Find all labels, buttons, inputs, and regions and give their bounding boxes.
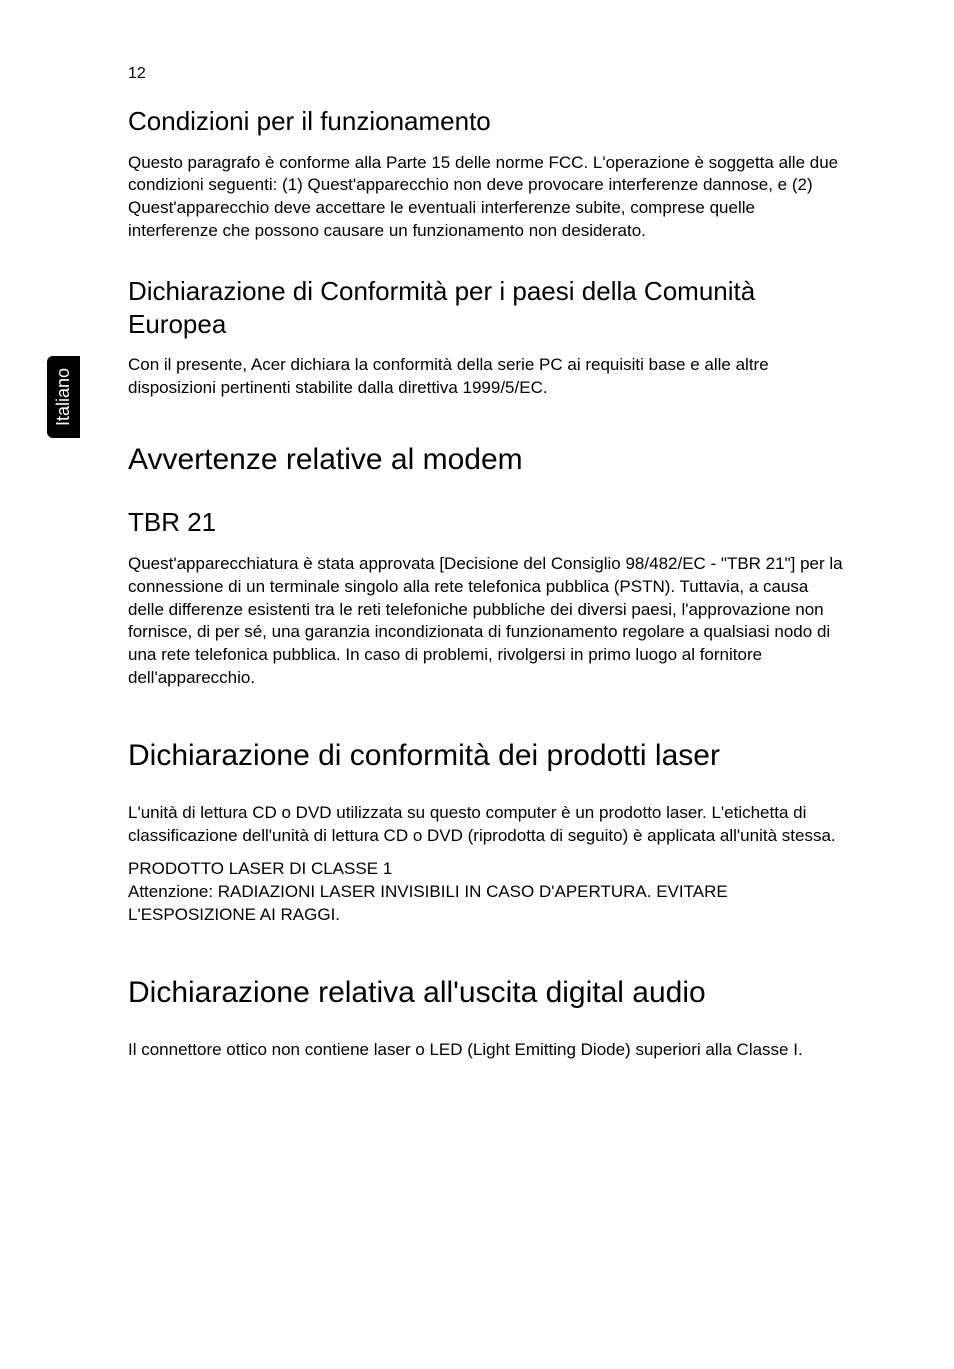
body-laser-1: L'unità di lettura CD o DVD utilizzata s… xyxy=(128,802,848,848)
heading-condizioni: Condizioni per il funzionamento xyxy=(128,105,848,138)
heading-avvertenze: Avvertenze relative al modem xyxy=(128,442,848,478)
page-content: Condizioni per il funzionamento Questo p… xyxy=(128,105,848,1094)
body-digital-audio: Il connettore ottico non contiene laser … xyxy=(128,1039,848,1062)
language-tab: Italiano xyxy=(47,356,80,438)
heading-conformita-eu: Dichiarazione di Conformità per i paesi … xyxy=(128,275,848,340)
section-digital-audio: Il connettore ottico non contiene laser … xyxy=(128,1039,848,1062)
body-tbr21: Quest'apparecchiatura è stata approvata … xyxy=(128,553,848,691)
heading-laser: Dichiarazione di conformità dei prodotti… xyxy=(128,738,848,774)
section-condizioni: Condizioni per il funzionamento Questo p… xyxy=(128,105,848,243)
body-laser-3: Attenzione: RADIAZIONI LASER INVISIBILI … xyxy=(128,881,848,927)
section-tbr21: TBR 21 Quest'apparecchiatura è stata app… xyxy=(128,506,848,690)
body-laser-2: PRODOTTO LASER DI CLASSE 1 xyxy=(128,858,848,881)
heading-digital-audio: Dichiarazione relativa all'uscita digita… xyxy=(128,975,848,1011)
section-laser: L'unità di lettura CD o DVD utilizzata s… xyxy=(128,802,848,927)
section-conformita-eu: Dichiarazione di Conformità per i paesi … xyxy=(128,275,848,400)
page-number: 12 xyxy=(128,65,146,83)
body-conformita-eu: Con il presente, Acer dichiara la confor… xyxy=(128,354,848,400)
heading-tbr21: TBR 21 xyxy=(128,506,848,539)
body-condizioni: Questo paragrafo è conforme alla Parte 1… xyxy=(128,152,848,244)
